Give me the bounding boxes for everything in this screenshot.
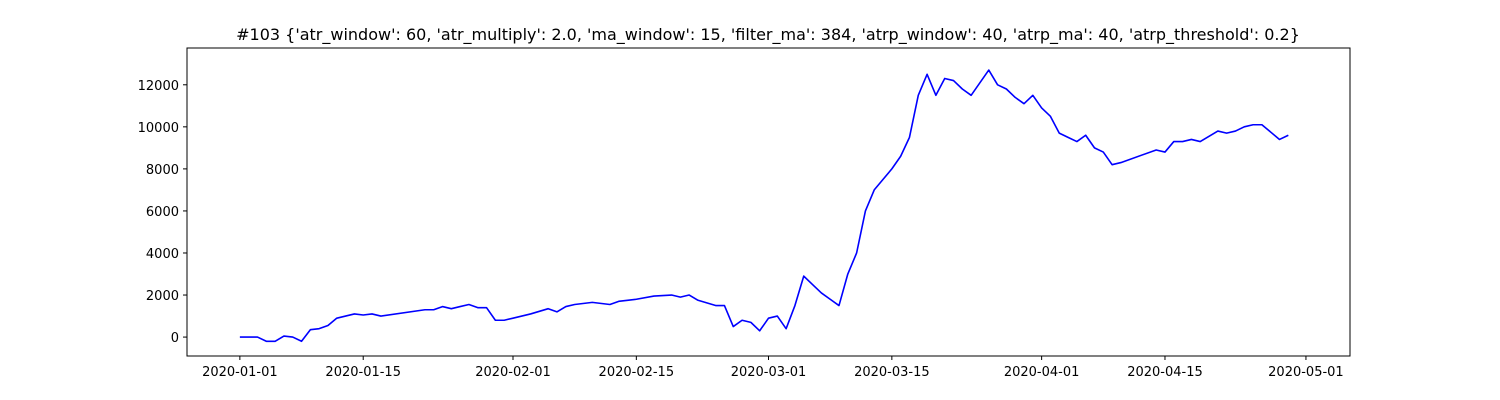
x-tick-label: 2020-05-01: [1268, 365, 1344, 380]
y-tick-label: 0: [171, 331, 179, 346]
x-tick-label: 2020-04-01: [1004, 365, 1080, 380]
series-line: [239, 69, 1289, 343]
x-tick-label: 2020-01-15: [325, 365, 401, 380]
y-tick-label: 4000: [146, 247, 179, 262]
y-tick-label: 10000: [138, 121, 179, 136]
x-tick-label: 2020-02-01: [475, 365, 551, 380]
x-tick-label: 2020-02-15: [599, 365, 675, 380]
x-tick-label: 2020-03-01: [731, 365, 807, 380]
y-tick-label: 2000: [146, 289, 179, 304]
x-tick-label: 2020-01-01: [202, 365, 278, 380]
y-tick-label: 6000: [146, 205, 179, 220]
plot-frame: [186, 47, 1351, 357]
y-tick-label: 12000: [138, 79, 179, 94]
x-tick-label: 2020-03-15: [854, 365, 930, 380]
y-tick-label: 8000: [146, 163, 179, 178]
x-tick-label: 2020-04-15: [1127, 365, 1203, 380]
chart-title: #103 {'atr_window': 60, 'atr_multiply': …: [236, 25, 1300, 45]
